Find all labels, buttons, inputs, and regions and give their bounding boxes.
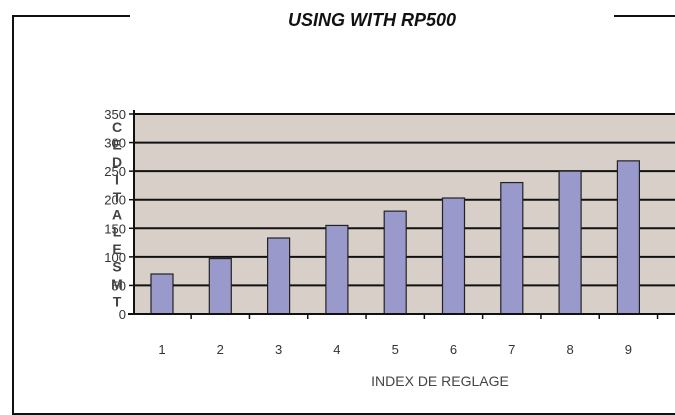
x-axis-label: INDEX DE REGLAGE bbox=[371, 373, 509, 389]
x-tick-label: 8 bbox=[566, 342, 573, 357]
x-tick-label: 1 bbox=[158, 342, 165, 357]
chart-title: USING WITH RP500 bbox=[287, 10, 457, 30]
bar-6 bbox=[441, 197, 466, 315]
x-tick-label: 9 bbox=[625, 342, 632, 357]
x-tick-label: 5 bbox=[392, 342, 399, 357]
bar-1 bbox=[150, 273, 174, 315]
x-tick-label: 6 bbox=[450, 342, 457, 357]
bar-9 bbox=[616, 160, 641, 315]
bar-8 bbox=[558, 170, 582, 315]
y-tick-label: 250 bbox=[104, 164, 126, 179]
x-tick-label: 7 bbox=[508, 342, 515, 357]
bar-3 bbox=[267, 237, 291, 315]
bar-5 bbox=[383, 210, 407, 315]
bar-7 bbox=[500, 181, 524, 315]
y-tick-label: 100 bbox=[104, 250, 126, 265]
bar-2 bbox=[208, 257, 232, 315]
y-tick-label: 200 bbox=[104, 193, 126, 208]
y-tick-label: 0 bbox=[119, 307, 126, 322]
x-tick-label: 2 bbox=[217, 342, 224, 357]
bar-4 bbox=[325, 224, 349, 315]
x-tick-label: 4 bbox=[333, 342, 340, 357]
y-tick-label: 300 bbox=[104, 136, 126, 151]
y-tick-label: 50 bbox=[112, 278, 126, 293]
y-tick-label: 350 bbox=[104, 107, 126, 122]
y-tick-label: 150 bbox=[104, 221, 126, 236]
title-band bbox=[130, 8, 614, 56]
x-tick-label: 3 bbox=[275, 342, 282, 357]
